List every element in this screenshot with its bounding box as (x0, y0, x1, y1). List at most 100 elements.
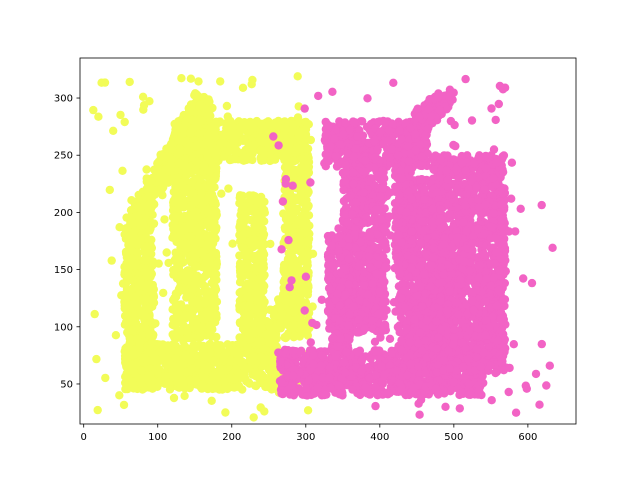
scatter-point (190, 253, 200, 263)
scatter-point (368, 279, 377, 288)
scatter-point (298, 154, 307, 164)
scatter-point (240, 369, 249, 379)
scatter-point (339, 130, 348, 139)
scatter-point (200, 298, 210, 308)
scatter-point (251, 288, 260, 297)
scatter-point (282, 136, 291, 146)
scatter-point (216, 77, 225, 86)
scatter-point (119, 400, 129, 410)
scatter-point (159, 288, 168, 298)
scatter-point (294, 239, 304, 248)
scatter-point (206, 111, 215, 121)
scatter-point (191, 194, 201, 203)
scatter-point (180, 188, 190, 197)
scatter-point (121, 317, 131, 327)
scatter-point (218, 130, 228, 139)
scatter-point (373, 145, 382, 154)
scatter-point (306, 135, 315, 145)
scatter-point (199, 286, 209, 295)
scatter-point (107, 256, 116, 265)
scatter-point (109, 126, 118, 135)
scatter-point (308, 302, 317, 311)
scatter-point (256, 264, 265, 273)
scatter-point (236, 123, 245, 132)
scatter-point (204, 193, 213, 202)
scatter-point (97, 78, 106, 87)
scatter-point (167, 139, 176, 148)
scatter-point (350, 118, 359, 128)
scatter-point (256, 352, 266, 362)
scatter-point (177, 74, 186, 83)
scatter-point (421, 131, 430, 141)
scatter-point (364, 252, 374, 261)
scatter-point (293, 113, 303, 122)
scatter-point (261, 382, 270, 392)
scatter-point (303, 406, 313, 415)
scatter-point (170, 333, 179, 342)
scatter-point (118, 279, 128, 288)
scatter-point (154, 259, 163, 268)
scatter-point (164, 378, 173, 388)
scatter-point (146, 218, 156, 227)
scatter-point (207, 396, 216, 405)
scatter-point (241, 212, 250, 221)
scatter-point (395, 126, 404, 136)
scatter-point (285, 256, 295, 265)
scatter-point (142, 248, 151, 257)
scatter-point (220, 377, 229, 386)
scatter-point (255, 337, 264, 346)
scatter-point (172, 213, 181, 222)
scatter-point (297, 248, 307, 258)
scatter-point (115, 391, 124, 400)
scatter-point (144, 181, 153, 190)
scatter-point (156, 348, 166, 357)
scatter-point (120, 117, 129, 127)
scatter-point (359, 280, 369, 290)
scatter-point (167, 155, 176, 164)
scatter-point (240, 286, 249, 295)
scatter-point (224, 146, 233, 156)
scatter-point (210, 174, 219, 183)
scatter-point (211, 234, 220, 243)
scatter-point (137, 366, 146, 375)
scatter-point (160, 152, 169, 162)
scatter-point (375, 287, 384, 296)
scatter-point (366, 216, 376, 226)
scatter-point (207, 210, 217, 220)
scatter-point (171, 354, 180, 363)
scatter-point (251, 305, 260, 314)
scatter-point (176, 230, 185, 239)
scatter-point (121, 384, 130, 394)
scatter-point (197, 384, 206, 393)
scatter-point (147, 337, 157, 347)
scatter-point (359, 188, 368, 197)
scatter-point (205, 167, 214, 176)
scatter-point (145, 304, 154, 314)
scatter-point (348, 209, 357, 219)
scatter-point (304, 164, 313, 174)
scatter-point (349, 179, 358, 189)
scatter-point (403, 142, 413, 151)
scatter-point (123, 328, 132, 337)
scatter-point (117, 291, 126, 300)
scatter-point (239, 134, 249, 143)
scatter-point (205, 321, 215, 331)
scatter-point (127, 285, 136, 294)
scatter-point (164, 258, 173, 268)
scatter-point (190, 166, 200, 175)
scatter-point (171, 248, 180, 257)
scatter-point (285, 188, 295, 198)
scatter-point (324, 121, 333, 130)
scatter-point (211, 384, 220, 393)
scatter-point (235, 319, 245, 328)
scatter-point (238, 83, 248, 93)
scatter-point (372, 269, 381, 279)
scatter-point (327, 253, 336, 262)
scatter-point (238, 235, 247, 244)
scatter-point (290, 295, 299, 304)
scatter-point (245, 335, 254, 344)
scatter-point (192, 157, 201, 166)
scatter-point (245, 301, 254, 310)
scatter-point (376, 215, 386, 224)
scatter-point (380, 174, 389, 183)
